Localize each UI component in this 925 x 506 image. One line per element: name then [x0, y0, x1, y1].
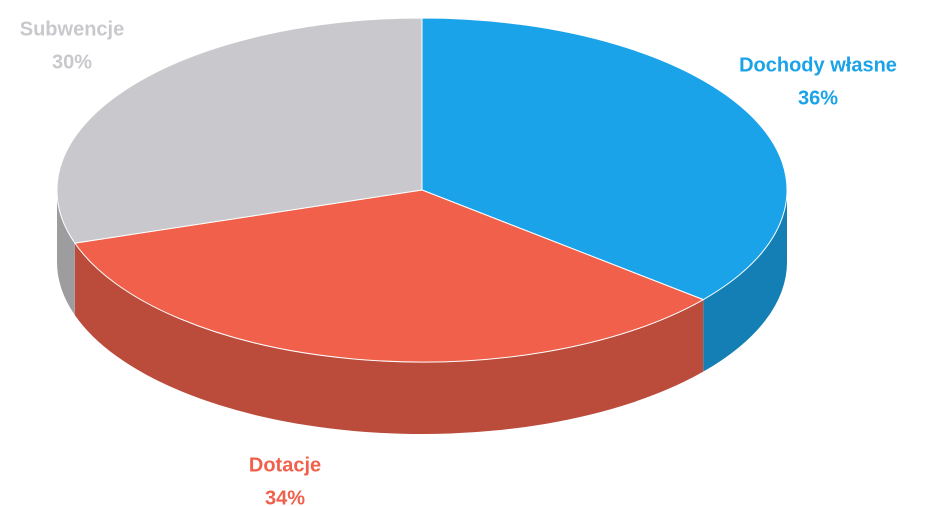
value-label: 36% — [798, 87, 838, 109]
slice-side — [74, 243, 704, 434]
slice-label: Dotacje — [249, 454, 321, 476]
slice-label: Subwencje — [20, 18, 124, 40]
slice — [56, 17, 423, 244]
slice-side — [57, 190, 75, 316]
value-label: 34% — [265, 487, 305, 506]
slice-label: Dochody własne — [739, 54, 897, 76]
value-label: 30% — [52, 51, 92, 73]
slice — [421, 17, 788, 301]
slice-side — [703, 190, 787, 372]
slice — [73, 189, 705, 363]
